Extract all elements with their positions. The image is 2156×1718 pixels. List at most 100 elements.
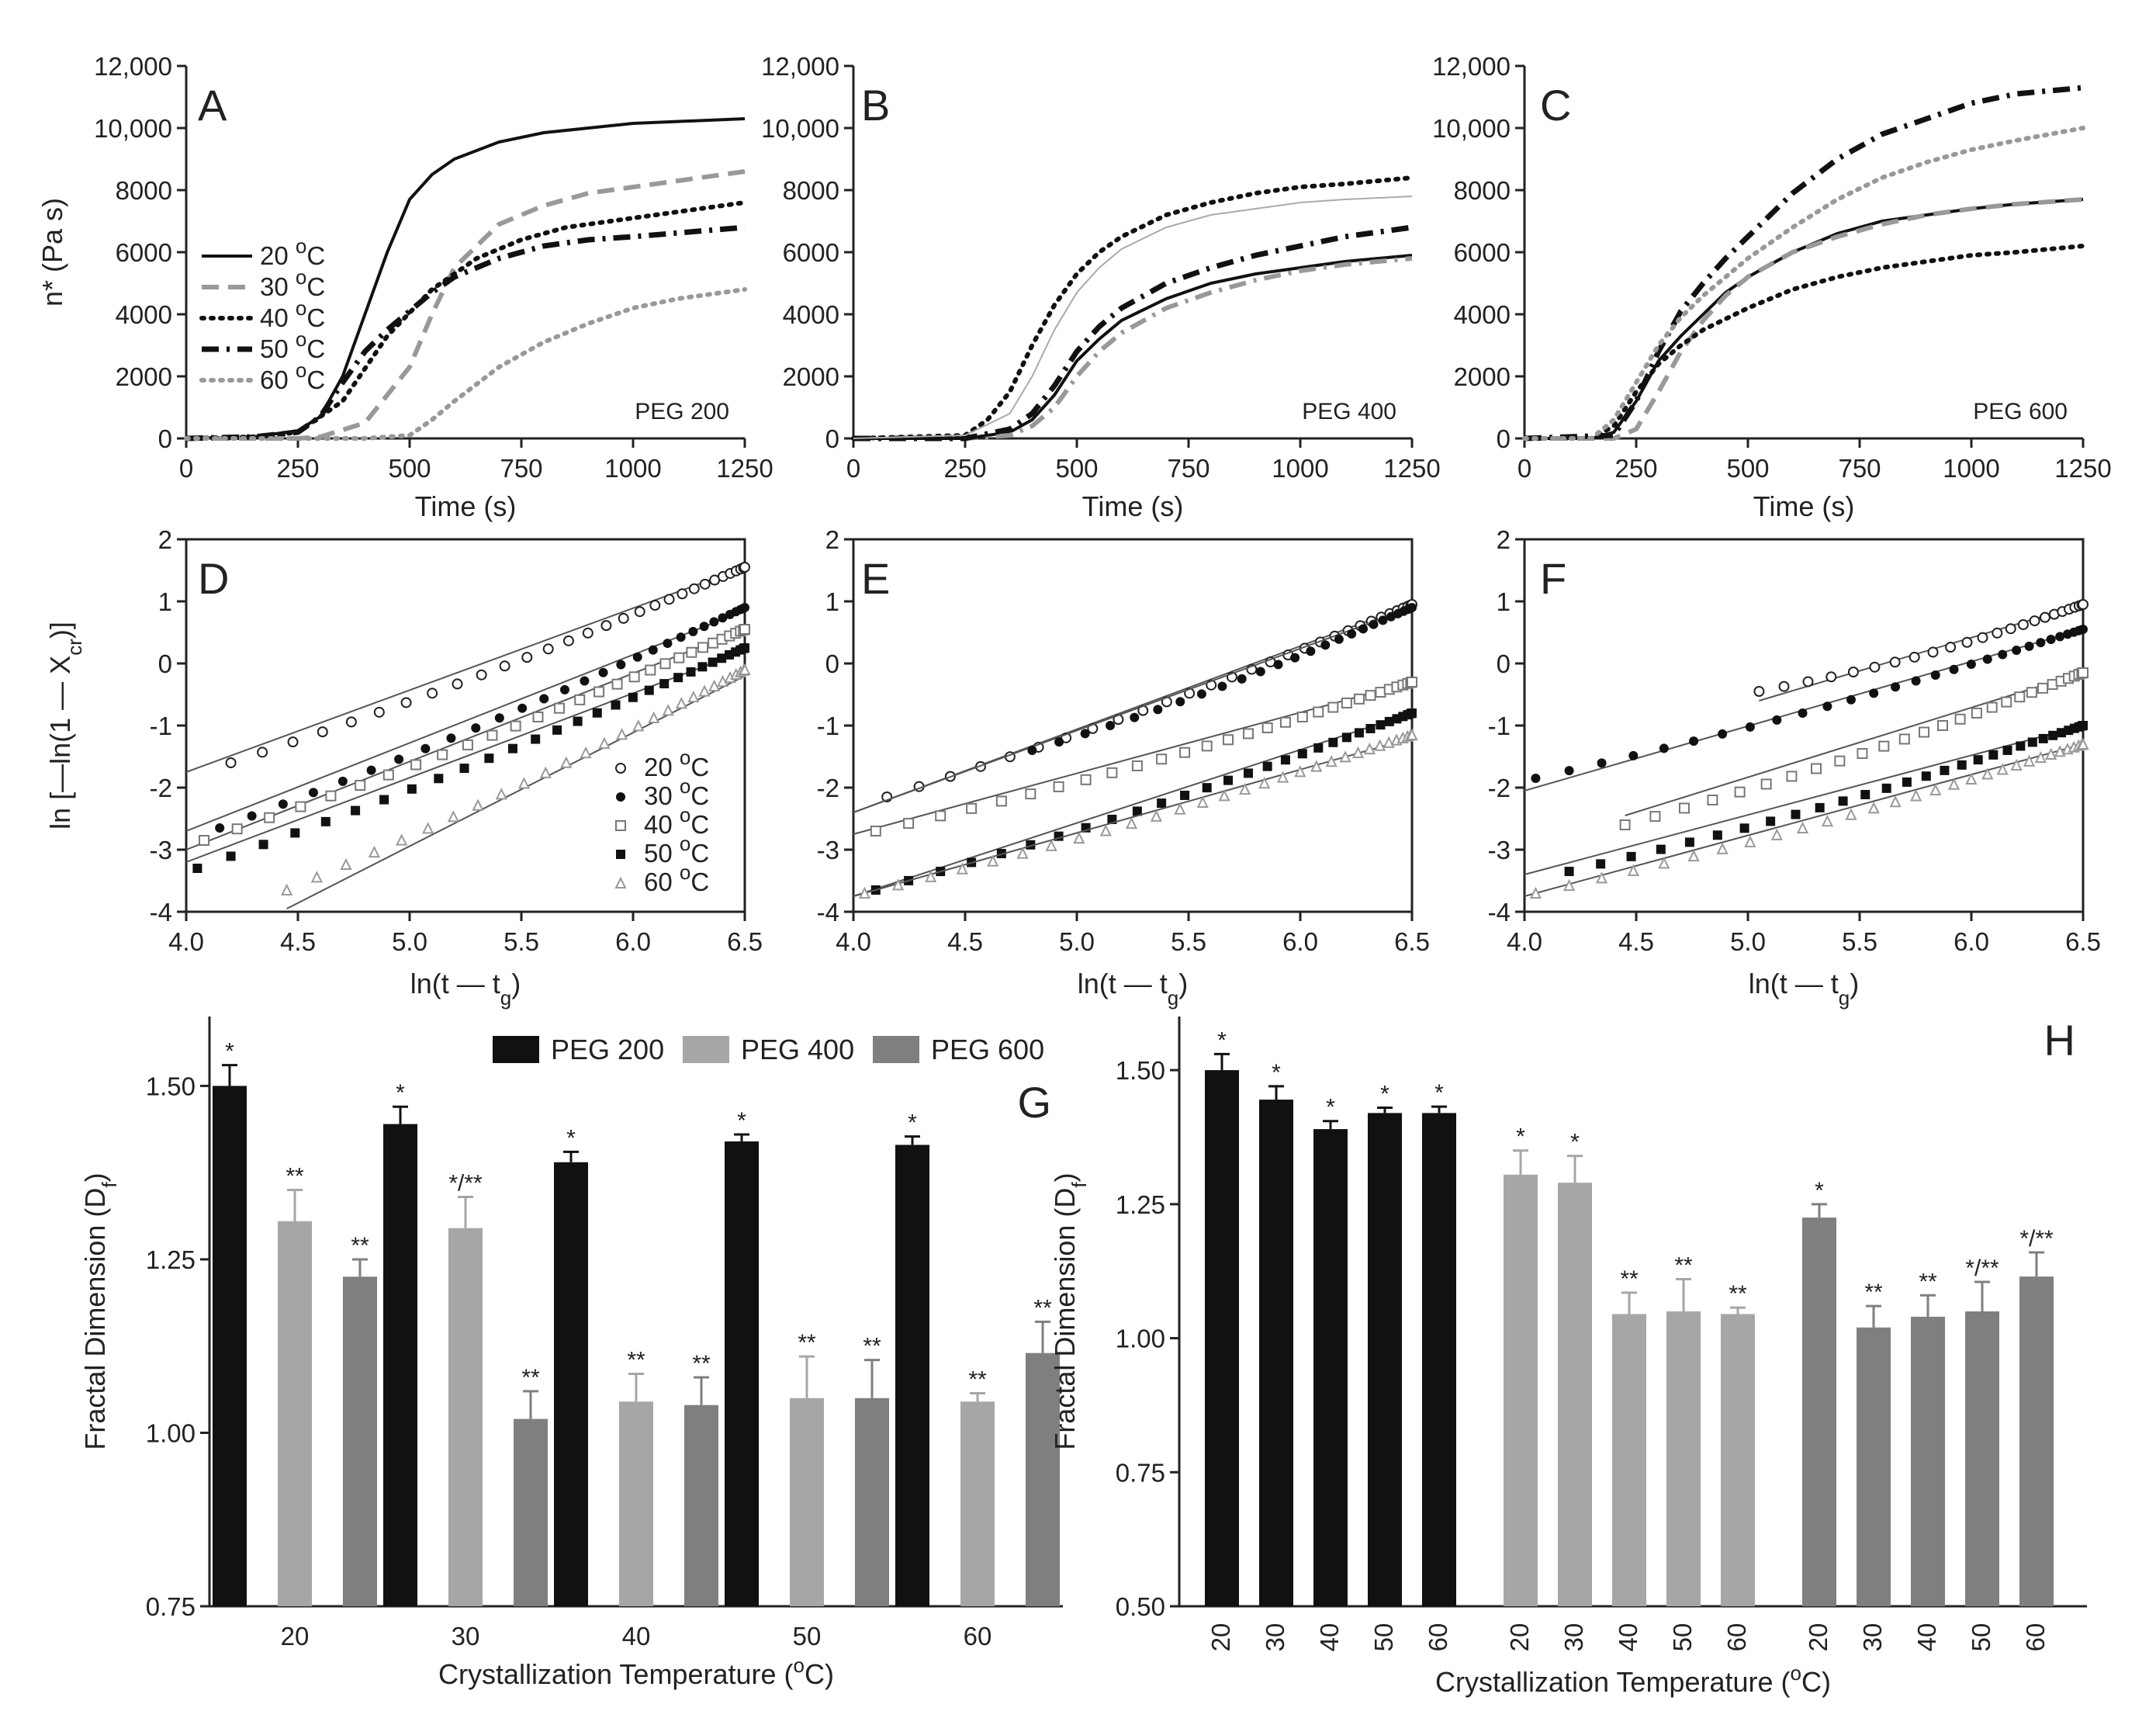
data-point xyxy=(1845,808,1857,820)
data-point xyxy=(420,743,431,753)
x-axis-label-part-1: o xyxy=(794,1654,805,1677)
data-point xyxy=(573,716,583,726)
data-point xyxy=(1296,711,1308,722)
data-point xyxy=(310,871,323,883)
data-point xyxy=(1739,823,1749,833)
y-tick-label: 8000 xyxy=(783,176,839,205)
legend-label: PEG 600 xyxy=(931,1034,1044,1065)
bar xyxy=(1558,1183,1592,1606)
x-tick-label: 1000 xyxy=(604,454,661,483)
significance-label: ** xyxy=(798,1330,816,1356)
x-tick-label: 5.0 xyxy=(1730,927,1766,956)
data-point xyxy=(697,642,709,653)
data-point xyxy=(1175,697,1185,707)
significance-label: * xyxy=(1516,1124,1525,1150)
data-point xyxy=(903,818,915,830)
data-point xyxy=(1891,682,1901,692)
data-point xyxy=(539,694,549,704)
data-point xyxy=(582,627,594,639)
data-point xyxy=(1341,733,1351,743)
data-point xyxy=(422,822,434,834)
y-tick-label: -1 xyxy=(817,712,839,740)
data-point xyxy=(740,643,749,653)
data-point xyxy=(1202,783,1212,793)
x-tick-label: 500 xyxy=(1726,454,1769,483)
data-point xyxy=(1957,760,1967,770)
data-point xyxy=(1973,755,1983,765)
significance-label: ** xyxy=(863,1334,881,1360)
data-point xyxy=(1838,796,1848,806)
data-point xyxy=(1595,871,1608,884)
y-tick-label: 4000 xyxy=(116,300,172,329)
y-tick-label: 1.50 xyxy=(146,1072,196,1100)
data-point xyxy=(476,669,487,681)
legend-label-part-2: C xyxy=(690,810,709,839)
data-point xyxy=(1262,761,1272,771)
legend-label-part-0: 50 xyxy=(260,334,296,363)
data-point xyxy=(1791,809,1801,819)
bar xyxy=(1205,1070,1239,1606)
data-point xyxy=(1407,677,1417,688)
bar xyxy=(1965,1311,1999,1606)
data-point xyxy=(1531,774,1541,783)
significance-label: ** xyxy=(286,1164,304,1190)
series-line xyxy=(184,287,747,441)
data-point xyxy=(1992,627,2003,639)
x-axis-label-part-2: C) xyxy=(805,1658,834,1690)
y-tick-label: 2 xyxy=(1497,525,1511,554)
x-tick-label: 60 xyxy=(964,1622,992,1650)
data-point xyxy=(1054,737,1064,747)
y-tick-label: 1 xyxy=(825,587,839,616)
y-tick-label: -3 xyxy=(817,836,839,864)
data-point xyxy=(1310,760,1323,772)
data-point xyxy=(2010,758,2023,771)
plot-frame xyxy=(852,538,1414,913)
y-axis-label-part-0: Fractal Dimension (D xyxy=(1049,1188,1081,1450)
data-point xyxy=(495,788,507,800)
data-point xyxy=(618,612,629,624)
data-point xyxy=(560,756,573,768)
data-point xyxy=(688,583,700,594)
data-point xyxy=(1949,664,1959,674)
legend-label-part-1: o xyxy=(296,358,306,382)
data-point xyxy=(1889,795,1902,808)
legend-label-part-2: C xyxy=(306,241,325,270)
x-axis-label-part-0: ln(t — t xyxy=(1078,968,1168,999)
x-axis-label-part-2: ) xyxy=(1178,968,1188,999)
y-tick-label: 12,000 xyxy=(94,52,172,81)
data-point xyxy=(1258,776,1271,789)
bar xyxy=(1422,1113,1456,1606)
y-tick-label: -2 xyxy=(150,774,172,802)
x-tick-label: 30 xyxy=(1858,1623,1887,1652)
data-point xyxy=(1921,771,1931,781)
data-point xyxy=(1564,766,1574,776)
data-point xyxy=(1279,716,1291,728)
data-point xyxy=(1080,729,1090,739)
data-point xyxy=(382,769,394,781)
data-point xyxy=(486,729,498,741)
data-point xyxy=(1131,760,1143,771)
series-line xyxy=(1524,85,2084,442)
data-point xyxy=(484,753,494,764)
y-axis-label: Fractal Dimension (Df) xyxy=(1049,1172,1091,1450)
data-point xyxy=(739,624,750,635)
legend-label-part-2: C xyxy=(690,753,709,781)
data-point xyxy=(2078,721,2088,730)
fit-line xyxy=(1524,725,2084,875)
data-point xyxy=(718,613,728,623)
data-point xyxy=(675,697,687,709)
x-tick-label: 50 xyxy=(793,1622,822,1650)
x-tick-label: 1250 xyxy=(2054,454,2111,483)
data-point xyxy=(1150,809,1163,822)
data-point xyxy=(676,632,686,643)
x-tick-label: 6.0 xyxy=(615,927,651,956)
data-point xyxy=(278,799,288,809)
data-point xyxy=(659,679,670,689)
data-point xyxy=(1354,728,1364,738)
data-point xyxy=(1045,839,1057,851)
data-point xyxy=(687,690,700,703)
data-point xyxy=(1053,781,1064,792)
panel-E: E 4.0 4.5 5.0 5.5 6.0 6.5 -4 -3 -2 -1 0 1 2 ln(t — tg) xyxy=(817,525,1430,1010)
data-point xyxy=(532,711,544,722)
significance-label: * xyxy=(908,1110,917,1136)
